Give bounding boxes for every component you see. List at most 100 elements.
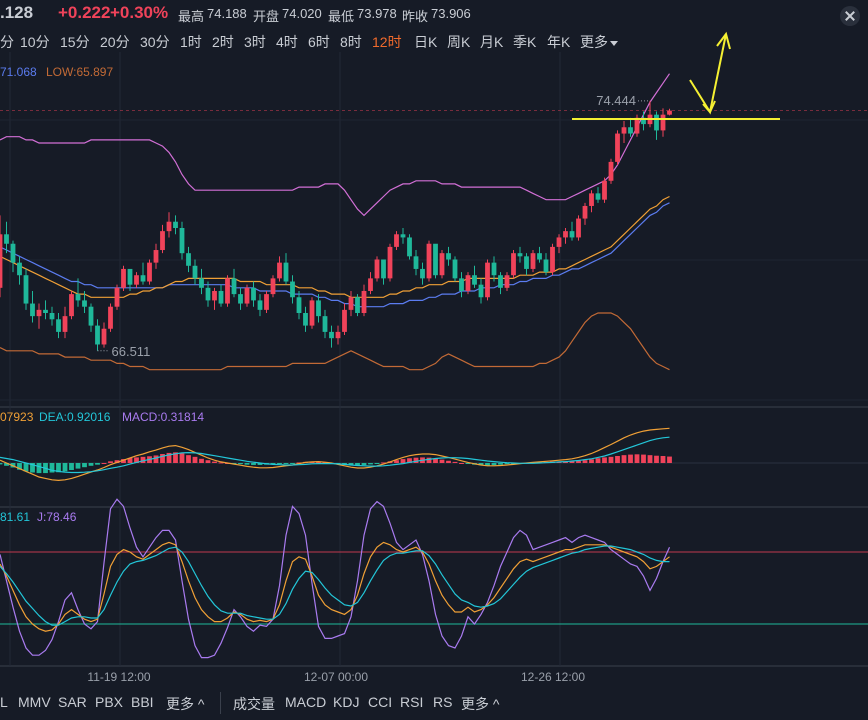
macd-bar xyxy=(101,463,107,464)
candle-body xyxy=(316,300,321,317)
interval-tab-6[interactable]: 2时 xyxy=(212,34,234,50)
annotation-arrowhead xyxy=(716,31,731,50)
candle-body xyxy=(381,259,386,279)
indicator-tab-sar[interactable]: SAR xyxy=(58,694,87,710)
candle-body xyxy=(277,262,282,279)
date-tick-label: 11-19 12:00 xyxy=(87,670,150,684)
interval-tab-3[interactable]: 20分 xyxy=(100,34,130,50)
candle-body xyxy=(348,297,354,310)
candle-body xyxy=(498,275,503,288)
macd-bar xyxy=(62,463,68,472)
candle-body xyxy=(23,275,29,304)
low-marker-label: 66.511 xyxy=(112,344,151,359)
candle-body xyxy=(335,331,341,339)
subchart-tab-2[interactable]: KDJ xyxy=(333,694,360,710)
subchart-tab-0[interactable]: 成交量 xyxy=(233,696,275,712)
subchart-tab-3[interactable]: CCI xyxy=(368,694,393,710)
macd-bar xyxy=(394,460,399,463)
interval-tab-11[interactable]: 12时 xyxy=(372,34,402,50)
candle-body xyxy=(368,278,373,291)
candle-body xyxy=(504,275,510,288)
candle-body xyxy=(303,313,308,326)
candle-body xyxy=(108,306,113,329)
candle-body xyxy=(543,259,549,273)
interval-tab-1[interactable]: 10分 xyxy=(20,34,50,50)
macd-bar xyxy=(153,455,159,463)
indicator-tab-l[interactable]: L xyxy=(0,694,8,710)
interval-more-button[interactable]: 更多 xyxy=(580,32,618,52)
macd-bar xyxy=(628,454,633,463)
macd-bar xyxy=(465,463,471,464)
macd-bar xyxy=(186,455,191,463)
interval-tab-12[interactable]: 日K xyxy=(414,34,438,50)
legend-kdj-d: 81.61 xyxy=(0,510,30,524)
high-value: 74.188 xyxy=(207,6,247,21)
indicator-more-button[interactable]: 更多 ^ xyxy=(166,696,205,712)
macd-bar xyxy=(322,462,328,464)
interval-tab-4[interactable]: 30分 xyxy=(140,34,170,50)
macd-bar xyxy=(108,461,113,463)
macd-bar xyxy=(634,454,640,463)
macd-bar xyxy=(595,458,601,463)
candle-body xyxy=(569,231,575,238)
macd-bar xyxy=(218,462,224,464)
interval-tab-8[interactable]: 4时 xyxy=(276,34,298,50)
high-label: 最高 xyxy=(178,9,205,24)
macd-bar xyxy=(400,459,406,463)
interval-tab-10[interactable]: 8时 xyxy=(340,34,362,50)
macd-bar xyxy=(504,463,510,465)
candle-body xyxy=(556,237,562,247)
interval-more-label: 更多 xyxy=(580,34,608,50)
candle-body xyxy=(491,262,497,276)
macd-bar xyxy=(374,463,380,464)
interval-tab-14[interactable]: 月K xyxy=(480,34,504,50)
prev-close-value: 73.906 xyxy=(431,6,471,21)
price-change-pct: +0.30% xyxy=(110,3,169,22)
macd-bar xyxy=(4,463,9,466)
interval-tab-7[interactable]: 3时 xyxy=(244,34,266,50)
interval-tab-2[interactable]: 15分 xyxy=(60,34,90,50)
interval-tab-9[interactable]: 6时 xyxy=(308,34,330,50)
macd-bar xyxy=(361,463,367,466)
macd-bar xyxy=(485,463,490,466)
candle-body xyxy=(439,253,445,276)
subchart-tab-1[interactable]: MACD xyxy=(285,694,327,710)
macd-bar xyxy=(17,463,22,470)
low-label: 最低 xyxy=(328,9,355,24)
ma-orange-line xyxy=(0,195,670,298)
indicator-tab-mmv[interactable]: MMV xyxy=(18,694,51,710)
macd-bar xyxy=(667,456,672,463)
indicator-tab-bbi[interactable]: BBI xyxy=(131,694,154,710)
macd-dea-line xyxy=(0,436,670,474)
candle-body xyxy=(342,309,347,332)
macd-bar xyxy=(459,463,464,464)
subchart-tab-5[interactable]: RS xyxy=(433,694,453,710)
candle-body xyxy=(511,253,516,276)
subchart-tab-4[interactable]: RSI xyxy=(400,694,424,710)
macd-bar xyxy=(283,463,289,464)
candle-body xyxy=(147,262,152,282)
interval-tab-13[interactable]: 周K xyxy=(447,34,471,50)
interval-tab-16[interactable]: 年K xyxy=(547,34,571,50)
macd-bar xyxy=(244,463,250,465)
candle-body xyxy=(641,117,646,125)
macd-bar xyxy=(498,463,503,465)
interval-tab-15[interactable]: 季K xyxy=(513,34,537,50)
macd-bar xyxy=(296,462,302,464)
candle-body xyxy=(563,231,568,238)
subchart-more-button[interactable]: 更多 ^ xyxy=(461,696,500,712)
candle-body xyxy=(550,246,555,273)
indicator-tab-pbx[interactable]: PBX xyxy=(95,694,124,710)
interval-tab-5[interactable]: 1时 xyxy=(180,34,202,50)
last-price: .128 xyxy=(0,3,34,22)
macd-bar xyxy=(277,463,282,464)
candle-body xyxy=(290,281,295,298)
candle-body xyxy=(589,193,594,206)
macd-bar xyxy=(23,463,29,472)
lower-band-line xyxy=(0,312,670,371)
interval-tab-0[interactable]: 分 xyxy=(0,34,14,50)
close-icon[interactable] xyxy=(840,6,860,26)
macd-bar xyxy=(121,459,126,463)
macd-bar xyxy=(238,463,243,465)
macd-bar xyxy=(647,455,653,463)
